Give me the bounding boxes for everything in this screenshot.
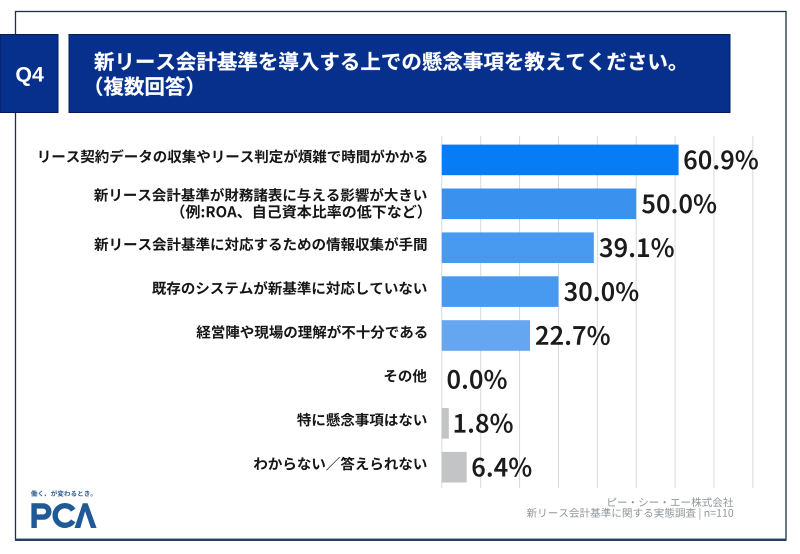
svg-text:Q4: Q4	[15, 62, 44, 86]
